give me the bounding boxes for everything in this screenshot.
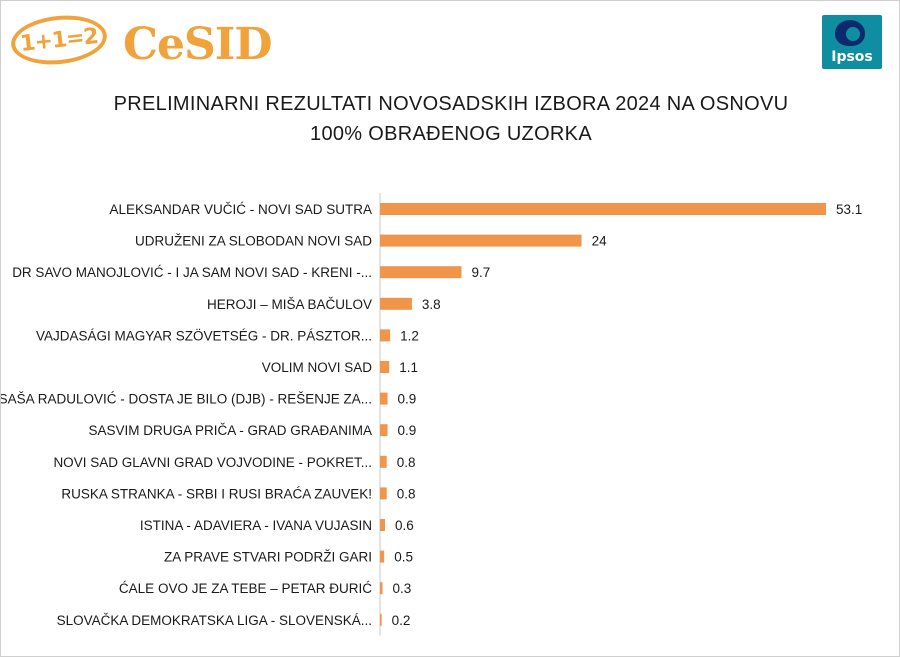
category-label: SLOVAČKA DEMOKRATSKA LIGA - SLOVENSKÁ... xyxy=(57,613,372,628)
chart-title-line2: 100% OBRAĐENOG UZORKA xyxy=(310,123,592,145)
value-label: 9.7 xyxy=(471,265,490,280)
bar xyxy=(380,361,390,373)
category-label: RUSKA STRANKA - SRBI I RUSI BRAĆA ZAUVEK… xyxy=(61,486,372,501)
value-label: 3.8 xyxy=(422,297,441,312)
category-label: DR SAVO MANOJLOVIĆ - I JA SAM NOVI SAD -… xyxy=(12,265,372,280)
value-label: 1.1 xyxy=(399,360,418,375)
ipsos-name: Ipsos xyxy=(831,49,873,65)
value-label: 53.1 xyxy=(836,202,862,217)
bar xyxy=(380,487,387,500)
bar xyxy=(380,519,386,531)
chart-title-line1: PRELIMINARNI REZULTATI NOVOSADSKIH IZBOR… xyxy=(113,93,789,115)
value-label: 24 xyxy=(592,234,608,249)
value-label: 0.8 xyxy=(397,455,416,470)
bar xyxy=(380,455,387,468)
category-label: ALEKSANDAR VUČIĆ - NOVI SAD SUTRA xyxy=(109,202,372,217)
category-label: VAJDASÁGI MAGYAR SZÖVETSÉG - DR. PÁSZTOR… xyxy=(36,328,372,343)
bar xyxy=(380,582,383,595)
category-label: ĆALE OVO JE ZA TEBE – PETAR ĐURIĆ xyxy=(119,581,372,596)
category-label: ZA PRAVE STVARI PODRŽI GARI xyxy=(164,550,372,565)
value-label: 0.6 xyxy=(395,518,414,533)
bar xyxy=(380,550,385,563)
bar xyxy=(380,424,388,437)
value-label: 0.9 xyxy=(398,392,417,407)
value-label: 1.2 xyxy=(400,328,419,343)
bar xyxy=(380,392,388,405)
bar xyxy=(380,613,382,626)
value-label: 0.5 xyxy=(394,550,413,565)
category-label: NOVI SAD GLAVNI GRAD VOJVODINE - POKRET.… xyxy=(53,455,372,470)
category-label: HEROJI – MIŠA BAČULOV xyxy=(207,297,372,312)
category-label: UDRUŽENI ZA SLOBODAN NOVI SAD xyxy=(135,234,372,249)
bar xyxy=(380,203,826,215)
category-label: VOLIM NOVI SAD xyxy=(262,360,373,375)
bar xyxy=(380,234,582,247)
ipsos-logo: Ipsos xyxy=(822,15,882,69)
bar xyxy=(380,266,462,279)
category-label: SASVIM DRUGA PRIČA - GRAD GRAĐANIMA xyxy=(88,423,372,438)
ipsos-bubble-cutout xyxy=(846,27,860,41)
bar xyxy=(380,329,391,342)
value-label: 0.8 xyxy=(397,486,416,501)
bar xyxy=(380,297,412,310)
value-label: 0.2 xyxy=(392,613,411,628)
category-label: SAŠA RADULOVIĆ - DOSTA JE BILO (DJB) - R… xyxy=(1,392,372,407)
cesid-name: CeSID xyxy=(123,19,273,70)
value-label: 0.3 xyxy=(393,581,412,596)
category-label: ISTINA - ADAVIERA - IVANA VUJASIN xyxy=(140,518,372,533)
value-label: 0.9 xyxy=(398,423,417,438)
